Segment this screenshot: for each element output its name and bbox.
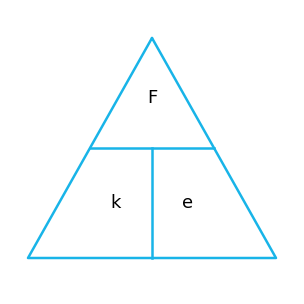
Text: e: e [182, 194, 194, 212]
Text: F: F [147, 89, 157, 107]
Text: k: k [111, 194, 121, 212]
